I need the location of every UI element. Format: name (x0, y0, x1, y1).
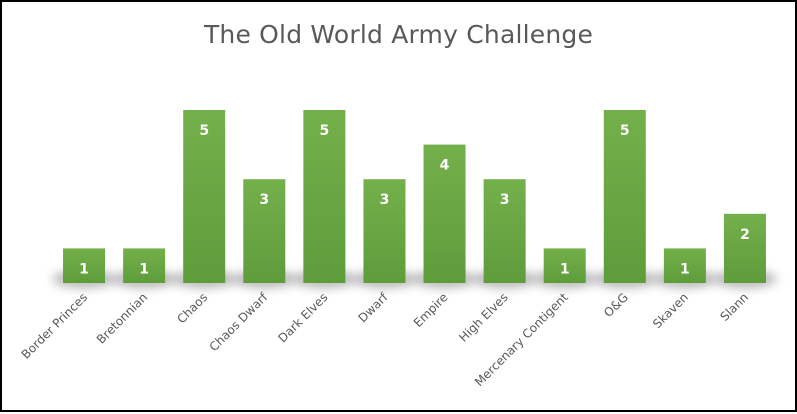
bar-value-label: 4 (440, 158, 450, 174)
bar-dark-elves (303, 110, 346, 283)
bar-value-label: 1 (139, 261, 149, 277)
x-tick-label: Dwarf (356, 290, 392, 326)
x-tick-label: Bretonnian (94, 290, 150, 346)
bar-value-label: 1 (680, 261, 690, 277)
bar-value-label: 3 (259, 192, 269, 208)
bar-chaos-dwarf (243, 179, 286, 283)
chart-title: The Old World Army Challenge (203, 20, 594, 49)
bar-skaven (663, 248, 706, 283)
bar-bretonnian (123, 248, 166, 283)
bar-empire (423, 144, 466, 283)
bar-o-g (603, 110, 646, 283)
bar-high-elves (483, 179, 526, 283)
bar-dwarf (363, 179, 406, 283)
bar-slann (723, 213, 766, 283)
bar-chaos (183, 110, 226, 283)
x-tick-label: High Elves (456, 290, 510, 344)
x-tick-label: Chaos Dwarf (207, 290, 271, 354)
x-tick-label: Chaos (174, 290, 210, 326)
bar-value-label: 5 (320, 123, 330, 139)
x-tick-label: Dark Elves (275, 290, 330, 345)
x-tick-label: Slann (717, 290, 751, 324)
data-labels: 1 1 5 3 5 3 4 3 1 5 1 2 (79, 123, 750, 277)
x-tick-label: Empire (411, 290, 451, 330)
x-tick-label: O&G (601, 290, 631, 320)
bars (63, 110, 766, 283)
bar-value-label: 5 (620, 123, 630, 139)
x-tick-label: Border Princes (19, 290, 91, 362)
bar-value-label: 1 (79, 261, 89, 277)
bar-value-label: 2 (740, 227, 750, 243)
bar-value-label: 5 (199, 123, 209, 139)
bar-mercenary-contigent (543, 248, 586, 283)
bar-value-label: 1 (560, 261, 570, 277)
x-tick-label: Skaven (650, 290, 691, 331)
bar-border-princes (63, 248, 106, 283)
bar-value-label: 3 (380, 192, 390, 208)
bar-value-label: 3 (500, 192, 510, 208)
